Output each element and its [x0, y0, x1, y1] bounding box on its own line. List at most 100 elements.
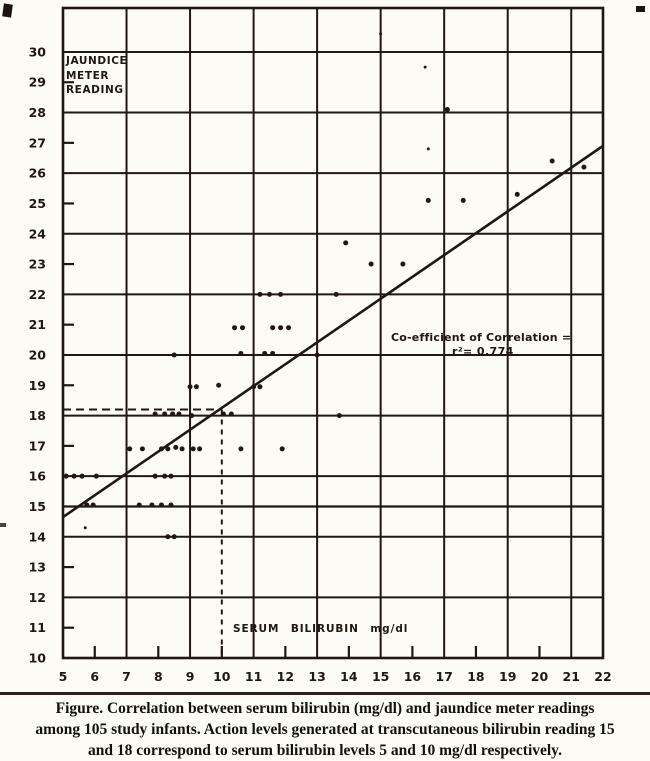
y-tick-label: 13 — [29, 560, 46, 575]
x-tick-label: 19 — [499, 669, 516, 684]
scan-artifact — [2, 3, 13, 18]
y-tick-label: 30 — [29, 44, 47, 59]
data-point — [238, 350, 244, 356]
caption-line: Figure. Correlation between serum biliru… — [55, 700, 595, 717]
y-tick-label: 19 — [29, 378, 46, 393]
x-tick-label: 17 — [435, 669, 452, 684]
x-tick-label: 18 — [467, 669, 484, 684]
x-tick-label: 12 — [277, 669, 294, 684]
data-point-small — [83, 526, 87, 530]
y-tick-label: 28 — [29, 105, 46, 120]
data-point — [278, 291, 284, 297]
data-point — [228, 411, 234, 417]
data-point — [190, 446, 196, 452]
data-point — [165, 534, 171, 540]
data-point — [173, 444, 179, 450]
data-point — [270, 350, 276, 356]
data-point — [460, 197, 466, 203]
y-axis-title: JAUNDICE METER READING — [66, 54, 127, 98]
x-tick-label: 15 — [372, 669, 389, 684]
data-point — [270, 325, 276, 331]
data-point — [266, 291, 272, 297]
y-tick-label: 20 — [29, 347, 47, 362]
y-tick-label: 26 — [29, 166, 47, 181]
y-axis-title-line: READING — [66, 84, 124, 96]
x-tick-label: 7 — [122, 669, 131, 684]
correlation-annotation-line2: r²= 0.774 — [452, 345, 514, 358]
data-point — [262, 350, 268, 356]
x-tick-label: 14 — [340, 669, 358, 684]
caption-line: among 105 study infants. Action levels g… — [35, 721, 615, 738]
data-point — [368, 261, 374, 267]
data-point — [238, 446, 244, 452]
y-tick-label: 10 — [29, 651, 47, 666]
data-point — [139, 446, 145, 452]
x-axis-title: SERUM BILIRUBIN mg/dl — [233, 623, 409, 635]
data-point — [127, 446, 133, 452]
scan-artifact — [0, 523, 6, 527]
data-point — [197, 446, 203, 452]
y-tick-label: 17 — [29, 438, 46, 453]
data-point — [549, 158, 555, 164]
y-tick-label: 27 — [29, 135, 46, 150]
data-point — [165, 446, 171, 452]
figure-panel: 10 11 12 13 14 15 16 17 18 19 20 21 22 23 24 25 26 27 28 29… — [0, 3, 645, 684]
data-point-small — [423, 65, 427, 69]
x-tick-label: 5 — [59, 669, 68, 684]
caption-divider — [0, 692, 650, 695]
data-point — [444, 107, 450, 113]
data-point — [162, 411, 168, 417]
data-point — [257, 384, 263, 390]
x-tick-label: 13 — [308, 669, 325, 684]
data-point — [400, 261, 406, 267]
data-point — [168, 502, 174, 508]
y-tick-label: 11 — [29, 620, 46, 635]
data-point — [257, 291, 263, 297]
x-tick-label: 20 — [531, 669, 549, 684]
data-point — [425, 197, 431, 203]
data-point — [220, 411, 226, 417]
data-point — [170, 411, 176, 417]
data-point — [162, 473, 168, 479]
x-tick-label: 22 — [594, 669, 611, 684]
figure-caption: Figure. Correlation between serum biliru… — [5, 698, 645, 761]
x-tick-label: 21 — [563, 669, 580, 684]
y-tick-label: 14 — [29, 529, 47, 544]
y-tick-label: 23 — [29, 257, 46, 272]
data-point — [314, 352, 320, 358]
data-point — [514, 191, 520, 197]
data-point — [136, 502, 142, 508]
data-point — [251, 384, 257, 390]
regression-line — [62, 144, 604, 519]
data-point — [152, 411, 158, 417]
correlation-annotation-line1: Co-efficient of Correlation = — [391, 331, 572, 344]
data-point — [187, 384, 193, 390]
scatter-plot: 10 11 12 13 14 15 16 17 18 19 20 21 22 23 24 25 26 27 28 29… — [29, 6, 612, 684]
x-tick-label: 8 — [154, 669, 163, 684]
data-point — [93, 473, 99, 479]
x-tick-label: 10 — [213, 669, 231, 684]
data-point — [171, 352, 177, 358]
data-point — [63, 473, 69, 479]
x-tick-label: 9 — [186, 669, 195, 684]
data-point — [278, 325, 284, 331]
data-point — [581, 164, 587, 170]
plot-frame — [61, 6, 605, 660]
data-point-small — [379, 32, 383, 36]
data-point — [84, 502, 90, 508]
data-point — [152, 473, 158, 479]
y-tick-label: 12 — [29, 590, 46, 605]
data-point — [79, 473, 85, 479]
data-point — [279, 446, 285, 452]
y-tick-label: 21 — [29, 317, 46, 332]
data-point — [90, 502, 96, 508]
data-point — [232, 325, 238, 331]
y-axis-title-line: METER — [66, 69, 110, 82]
data-point — [216, 382, 222, 388]
data-point — [168, 473, 174, 479]
x-tick-label: 6 — [90, 669, 99, 684]
data-point — [336, 413, 342, 419]
data-point — [158, 446, 164, 452]
y-tick-label: 29 — [29, 75, 46, 90]
data-point — [343, 240, 349, 246]
